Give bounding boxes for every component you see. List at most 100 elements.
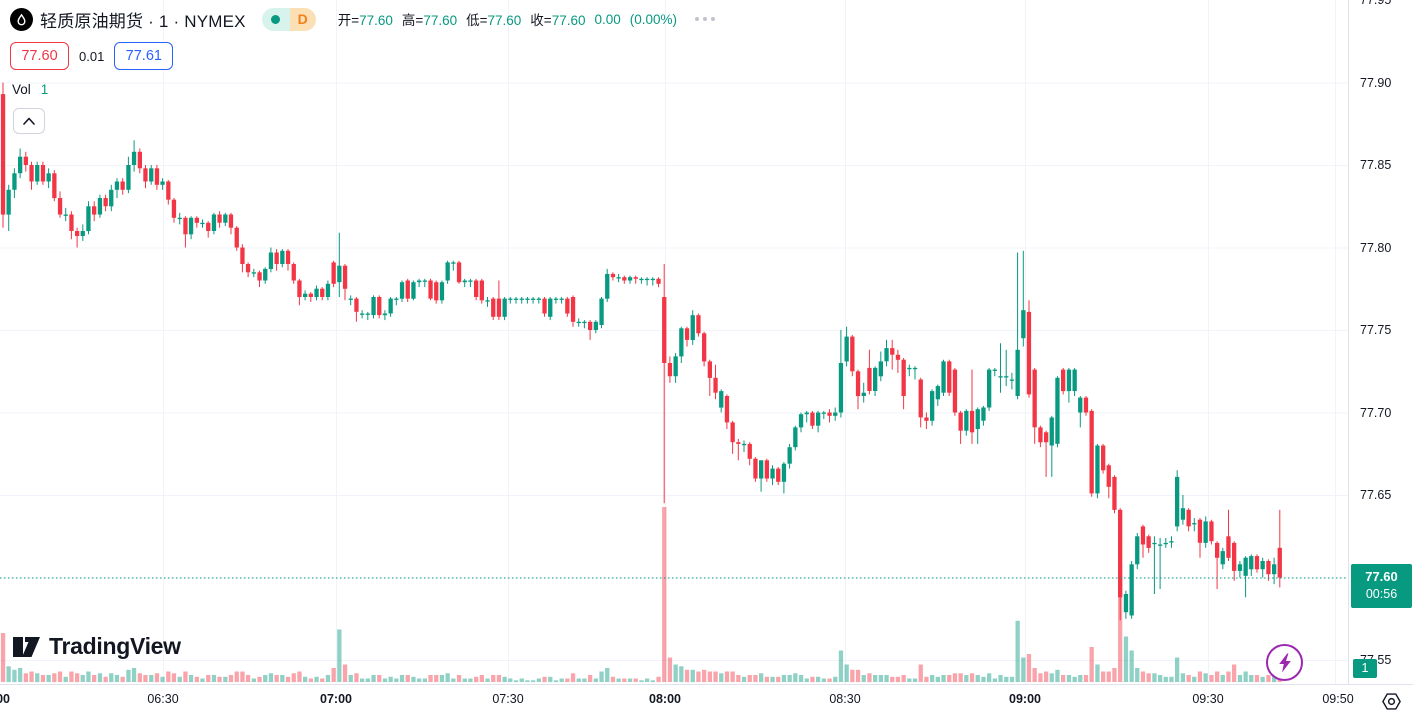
volume-bar — [268, 673, 274, 683]
volume-bar — [468, 678, 473, 682]
volume-bar — [251, 678, 256, 682]
candle-body — [166, 181, 171, 200]
volume-bar — [325, 675, 331, 682]
candle-body — [1260, 561, 1265, 570]
candle-body — [719, 391, 724, 408]
volume-bar — [1089, 647, 1094, 682]
price-scale-settings-button[interactable] — [1379, 689, 1403, 713]
time-axis-label: 06:00 — [0, 692, 10, 706]
candle-body — [0, 94, 6, 215]
candle-body — [998, 376, 1003, 378]
candle-body — [1163, 542, 1168, 545]
volume-bar — [804, 678, 809, 682]
candle-body — [536, 298, 541, 300]
sell-price-button[interactable]: 77.60 — [10, 42, 69, 70]
interval-button[interactable]: D — [289, 7, 316, 31]
time-axis[interactable]: 06:00 06:30 07:00 07:30 08:00 08:30 09:00 09:30… — [0, 684, 1413, 715]
volume-bar — [217, 676, 222, 683]
volume-bar — [645, 678, 650, 682]
volume-bar — [411, 676, 416, 683]
candle-body — [1004, 376, 1009, 378]
volume-bar — [1038, 673, 1043, 683]
volume-bar — [109, 673, 114, 683]
legend-main-row: 轻质原油期货 · 1 · NYMEX D 开=77.60 高=77.60 低=7… — [10, 6, 716, 32]
more-options-icon[interactable] — [695, 17, 716, 21]
volume-bar — [154, 673, 160, 683]
volume-bar — [553, 680, 559, 683]
candle-body — [1220, 551, 1225, 565]
high-label: 高= — [401, 13, 424, 28]
volume-bar — [616, 678, 621, 682]
volume-bar — [764, 676, 769, 683]
candle-body — [531, 298, 536, 300]
candle-body — [565, 298, 570, 314]
volume-bar — [924, 676, 929, 683]
volume-bar — [736, 675, 741, 682]
collapse-legend-button[interactable] — [13, 108, 45, 134]
volume-bar — [753, 675, 758, 682]
change-percent: (0.00%) — [629, 11, 678, 27]
volume-bar — [80, 675, 85, 682]
volume-bar — [969, 673, 975, 683]
candle-body — [422, 280, 427, 282]
volume-bar — [502, 676, 507, 683]
volume-bar — [1095, 664, 1100, 682]
volume-bar — [348, 675, 353, 682]
candle-body — [1044, 432, 1049, 443]
volume-bar — [1083, 675, 1089, 682]
candle-body — [1089, 410, 1094, 494]
volume-bar — [360, 678, 365, 682]
candle-body — [702, 333, 707, 362]
candle-body — [873, 367, 878, 391]
volume-bar — [120, 676, 125, 683]
tradingview-logo[interactable]: TradingView — [12, 633, 181, 660]
volume-bar — [781, 675, 787, 682]
candle-body — [1232, 542, 1237, 571]
candlestick-chart[interactable] — [0, 0, 1348, 684]
volume-bar — [1123, 636, 1129, 682]
volume-bar — [987, 673, 992, 683]
candle-body — [570, 297, 576, 322]
candle-body — [439, 282, 445, 301]
volume-bar — [975, 675, 980, 682]
instant-trading-button[interactable] — [1266, 644, 1303, 681]
volume-bar — [1197, 671, 1203, 682]
volume-bar — [650, 680, 655, 683]
candle-body — [1169, 541, 1174, 543]
volume-bar — [1209, 675, 1214, 682]
candle-body — [593, 321, 598, 330]
tradingview-mark-icon — [13, 636, 40, 657]
volume-bar — [1260, 676, 1265, 683]
candle-body — [969, 410, 975, 433]
candle-body — [451, 262, 456, 264]
candle-body — [639, 278, 644, 281]
candle-body — [434, 282, 439, 301]
candle-body — [1226, 536, 1231, 558]
low-label: 低= — [466, 13, 488, 28]
market-status-button[interactable] — [261, 7, 290, 31]
candle-body — [1101, 445, 1106, 471]
candle-body — [1066, 369, 1072, 392]
volume-bar — [570, 673, 576, 683]
candle-body — [599, 298, 604, 325]
volume-bar — [405, 675, 410, 682]
volume-bar — [29, 671, 34, 682]
candle-body — [924, 417, 929, 421]
candle-body — [320, 288, 325, 297]
volume-bar — [992, 678, 997, 682]
volume-bar — [131, 668, 137, 682]
symbol-title[interactable]: 轻质原油期货 · 1 · NYMEX — [40, 11, 246, 31]
candle-body — [947, 361, 952, 393]
price-axis-label: 77.95 — [1360, 0, 1392, 7]
buy-price-button[interactable]: 77.61 — [114, 42, 174, 70]
volume-bar — [1021, 657, 1026, 682]
volume-bar — [445, 673, 450, 683]
volume-bar — [200, 678, 205, 682]
price-axis[interactable]: 77.60 00:56 1 77.95 77.90 77.85 77.80 77.75 7… — [1348, 0, 1413, 684]
volume-bar — [1237, 675, 1243, 682]
candle-body — [770, 468, 775, 479]
candle-body — [18, 156, 23, 174]
open-value: 77.60 — [359, 13, 393, 28]
volume-bar — [759, 673, 764, 683]
volume-bar — [684, 669, 690, 683]
